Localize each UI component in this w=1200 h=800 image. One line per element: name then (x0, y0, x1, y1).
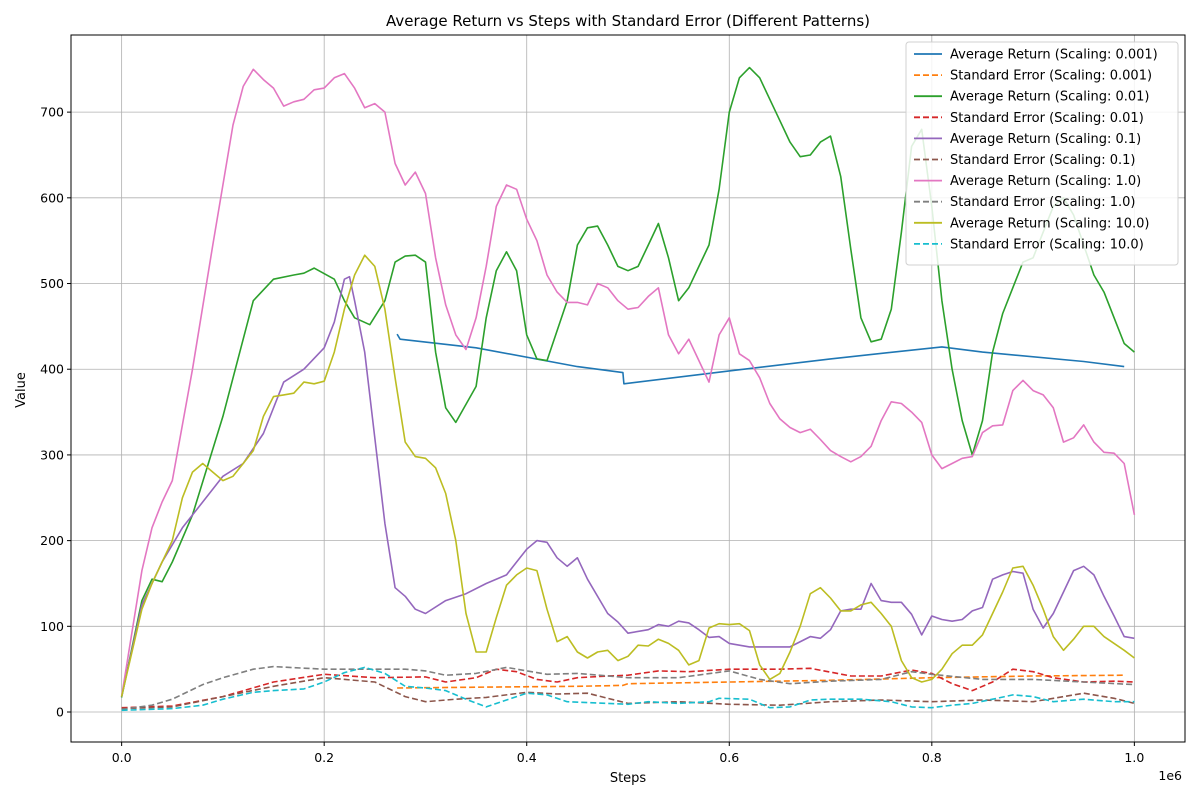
y-tick-label: 300 (40, 447, 64, 462)
x-tick-label: 0.2 (314, 750, 334, 765)
y-tick-label: 600 (40, 190, 64, 205)
legend-label: Standard Error (Scaling: 0.1) (950, 153, 1136, 168)
x-tick-label: 1.0 (1124, 750, 1144, 765)
legend-label: Average Return (Scaling: 0.01) (950, 90, 1149, 105)
y-tick-label: 0 (56, 705, 64, 720)
series-line-9 (120, 254, 1135, 697)
x-axis-label: Steps (610, 771, 647, 786)
legend-label: Standard Error (Scaling: 1.0) (950, 195, 1136, 210)
x-axis-offset-label: 1e6 (1158, 768, 1182, 783)
series-line-10 (121, 666, 1135, 712)
x-tick-label: 0.6 (719, 750, 739, 765)
y-axis-label: Value (14, 372, 29, 408)
legend-label: Average Return (Scaling: 0.1) (950, 132, 1141, 147)
x-tick-label: 0.0 (112, 750, 132, 765)
y-tick-label: 200 (40, 533, 64, 548)
x-tick-label: 0.8 (922, 750, 942, 765)
series-line-2 (397, 674, 1125, 689)
grid (71, 35, 1185, 742)
series-line-4 (121, 667, 1135, 709)
legend-label: Average Return (Scaling: 0.001) (950, 48, 1158, 63)
legend-label: Standard Error (Scaling: 10.0) (950, 237, 1144, 252)
y-tick-label: 400 (40, 362, 64, 377)
legend: Average Return (Scaling: 0.001) Standard … (905, 41, 1179, 266)
axis-ticks: 0.0 0.2 0.4 0.6 0.8 1.0 0 100 200 300 400 500 600 700 (40, 105, 1144, 765)
y-tick-label: 700 (40, 105, 64, 120)
series-lines (120, 66, 1136, 712)
y-tick-label: 100 (40, 619, 64, 634)
series-line-6 (121, 676, 1135, 710)
series-line-3 (120, 66, 1135, 698)
legend-label: Average Return (Scaling: 1.0) (950, 174, 1141, 189)
series-line-8 (121, 665, 1135, 711)
series-line-7 (120, 68, 1136, 697)
series-line-5 (120, 275, 1135, 697)
legend-box (905, 41, 1179, 266)
legend-label: Standard Error (Scaling: 0.001) (950, 69, 1152, 84)
plot-frame (70, 34, 1186, 743)
y-tick-label: 500 (40, 276, 64, 291)
legend-label: Average Return (Scaling: 10.0) (950, 216, 1149, 231)
chart-title: Average Return vs Steps with Standard Er… (386, 12, 870, 30)
legend-label: Standard Error (Scaling: 0.01) (950, 111, 1144, 126)
x-tick-label: 0.4 (517, 750, 537, 765)
